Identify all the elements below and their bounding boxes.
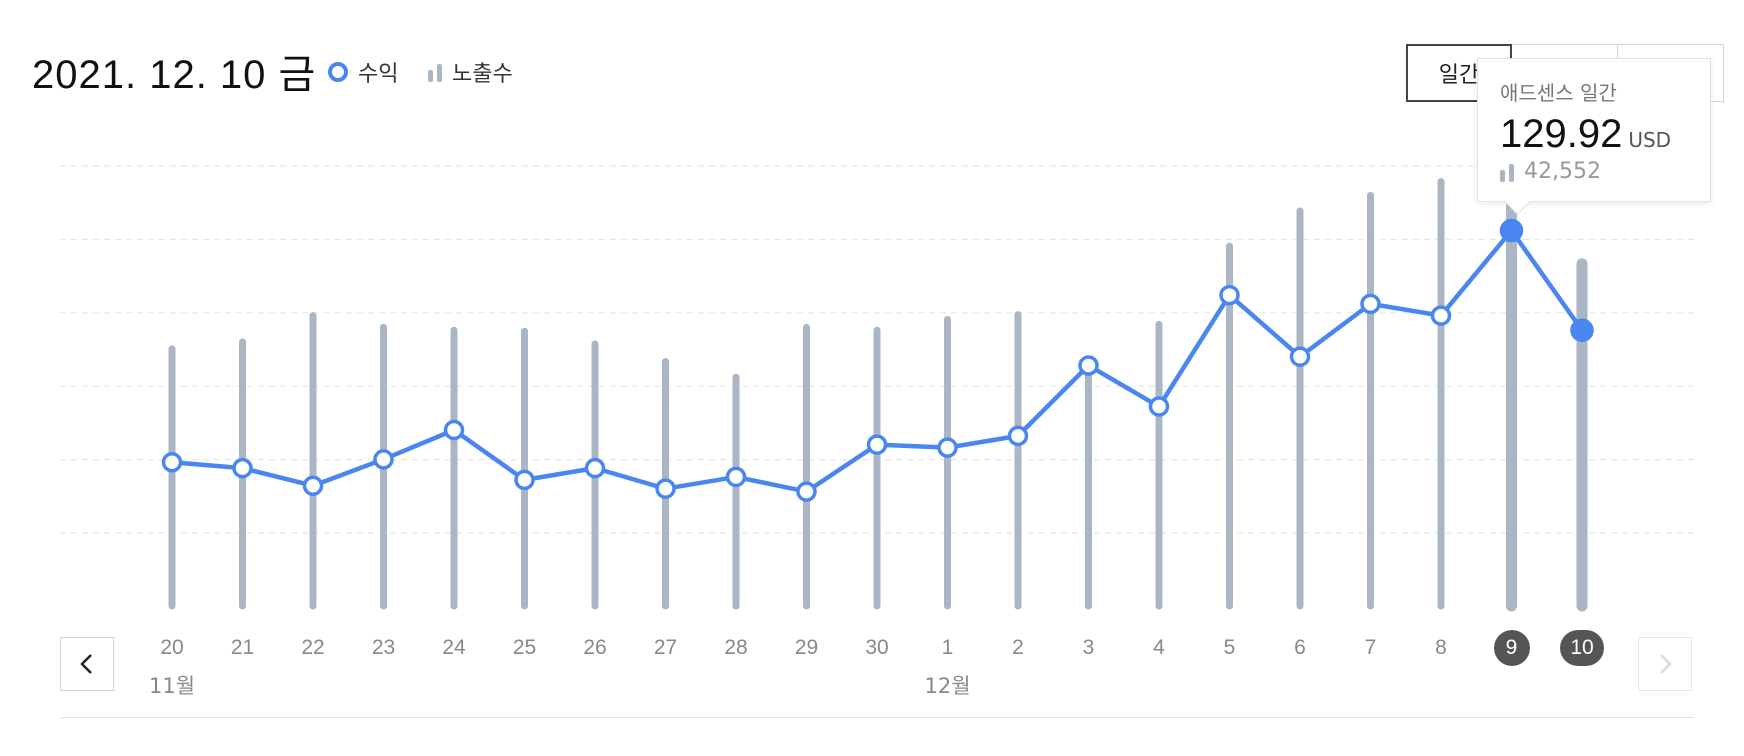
revenue-point — [1078, 355, 1099, 376]
prev-button[interactable] — [60, 637, 114, 691]
legend-impressions-label: 노출수 — [452, 62, 513, 87]
revenue-point — [1499, 218, 1524, 243]
bar-icon — [1500, 162, 1514, 182]
tooltip-value: 129.92 — [1500, 112, 1623, 156]
revenue-point — [584, 457, 606, 479]
revenue-point — [1360, 293, 1381, 315]
chart-tooltip: 애드센스 일간 129.92 USD 42,552 — [1477, 58, 1711, 215]
legend-impressions: 노출수 — [428, 56, 513, 88]
revenue-point — [443, 419, 465, 441]
circle-icon — [328, 62, 348, 82]
revenue-point — [796, 481, 817, 502]
revenue-point — [866, 434, 888, 455]
next-button[interactable] — [1638, 637, 1692, 691]
bar-icon — [428, 62, 442, 82]
revenue-point — [1570, 318, 1594, 343]
chevron-left-icon — [80, 654, 92, 674]
chevron-right-icon — [1660, 654, 1672, 674]
revenue-point — [1007, 425, 1029, 447]
revenue-point — [161, 452, 183, 473]
bottom-divider — [60, 717, 1694, 718]
legend-revenue-label: 수익 — [358, 62, 399, 87]
legend-revenue: 수익 — [328, 56, 398, 88]
revenue-point — [373, 449, 394, 470]
revenue-point — [514, 469, 535, 491]
revenue-point — [302, 475, 324, 496]
tooltip-impressions: 42,552 — [1524, 159, 1601, 184]
revenue-point — [1219, 284, 1240, 306]
revenue-point — [937, 437, 958, 458]
page-title: 2021. 12. 10 금 — [32, 53, 317, 97]
tooltip-title: 애드센스 일간 — [1500, 81, 1617, 105]
revenue-point — [232, 457, 253, 479]
revenue-point — [1430, 305, 1452, 326]
revenue-point — [1289, 346, 1311, 367]
tooltip-unit: USD — [1628, 128, 1672, 152]
revenue-point — [1148, 396, 1170, 417]
revenue-point — [655, 478, 676, 499]
revenue-point — [725, 466, 747, 488]
